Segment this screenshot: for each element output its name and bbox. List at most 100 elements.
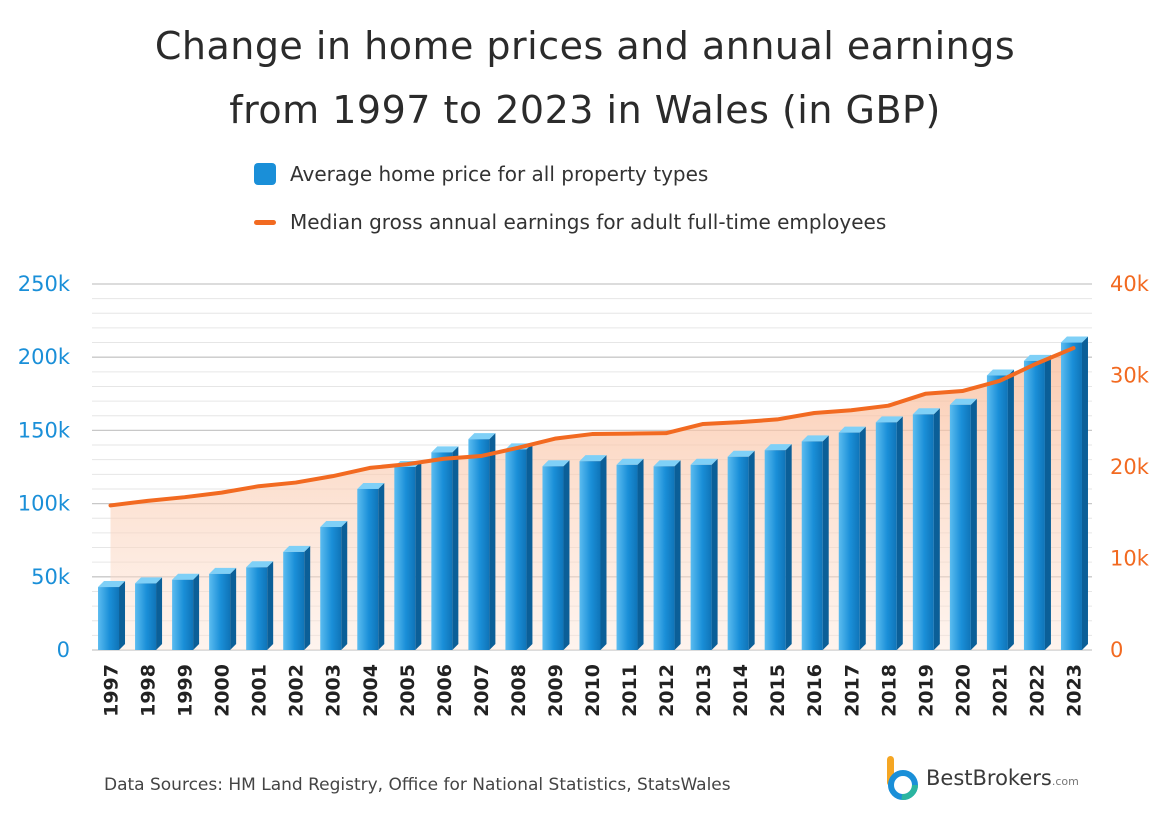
x-axis-tick-label: 2020: [952, 664, 974, 717]
bar-top: [209, 567, 237, 574]
bar-side: [859, 426, 866, 650]
bar: [246, 561, 274, 650]
left-axis-tick-label: 250k: [18, 272, 71, 296]
bar-side: [156, 577, 163, 650]
bar-side: [193, 573, 200, 650]
bar: [1023, 354, 1051, 650]
bar-side: [748, 450, 755, 650]
bar: [468, 433, 496, 650]
brand-name-text: BestBrokers: [926, 766, 1052, 790]
right-axis-tick-label: 0: [1110, 638, 1123, 662]
bar-side: [119, 581, 126, 650]
bar-side: [637, 458, 644, 650]
bar-face: [468, 439, 490, 650]
bar: [357, 482, 385, 650]
bar: [690, 458, 718, 650]
bar: [394, 461, 422, 650]
bar-side: [896, 416, 903, 650]
x-axis-tick-label: 2003: [323, 664, 345, 717]
bar: [542, 460, 570, 650]
legend-item-earnings: Median gross annual earnings for adult f…: [254, 210, 886, 234]
left-axis-tick-label: 50k: [31, 565, 71, 589]
bar-face: [1023, 360, 1045, 650]
bars: [98, 336, 1088, 650]
bar-face: [246, 567, 268, 650]
bar: [875, 416, 903, 650]
bar-face: [875, 422, 897, 650]
x-axis-tick-label: 2015: [767, 664, 789, 717]
bar-side: [267, 561, 274, 650]
legend-label-home-price: Average home price for all property type…: [290, 162, 709, 186]
legend-swatch-bar: [254, 163, 276, 185]
x-axis-tick-label: 2014: [730, 664, 752, 717]
x-axis-tick-label: 2013: [693, 664, 715, 717]
bar-side: [341, 521, 348, 650]
x-axis-tick-label: 2018: [878, 664, 900, 717]
x-axis-tick-label: 2009: [545, 664, 567, 717]
bar-side: [822, 435, 829, 650]
bar-side: [378, 482, 385, 650]
bar-top: [98, 581, 126, 588]
bar-face: [135, 583, 157, 650]
x-axis-tick-label: 2017: [841, 664, 863, 717]
x-axis-tick-label: 2007: [471, 664, 493, 717]
bar-side: [970, 398, 977, 650]
bar-face: [394, 467, 416, 650]
right-axis-tick-label: 40k: [1110, 272, 1150, 296]
bar: [320, 521, 348, 650]
bar-face: [690, 464, 712, 650]
bar: [1060, 336, 1088, 650]
bar-top: [172, 573, 200, 580]
chart-title: Change in home prices and annual earning…: [0, 14, 1170, 142]
bar-face: [579, 461, 601, 650]
bar-top: [320, 521, 348, 528]
bar: [283, 545, 311, 650]
bar-top: [357, 482, 385, 489]
bar-side: [674, 460, 681, 650]
bar-face: [653, 466, 675, 650]
chart-title-line-2: from 1997 to 2023 in Wales (in GBP): [229, 88, 941, 132]
bar-face: [912, 414, 934, 650]
left-axis-tick-label: 0: [57, 638, 70, 662]
bar-side: [415, 461, 422, 650]
bar-side: [304, 545, 311, 650]
bar: [801, 435, 829, 650]
bar-top: [135, 577, 163, 584]
bar-face: [1060, 342, 1082, 650]
bar-side: [452, 446, 459, 650]
bar-top: [690, 458, 718, 465]
bar: [764, 444, 792, 650]
legend-swatch-line: [254, 219, 276, 225]
bar-top: [653, 460, 681, 467]
x-axis-tick-label: 2005: [397, 664, 419, 717]
bar-face: [801, 441, 823, 650]
x-axis-tick-label: 2000: [212, 664, 234, 717]
left-axis-tick-label: 200k: [18, 345, 71, 369]
bar-top: [468, 433, 496, 440]
bar: [912, 408, 940, 650]
x-axis-tick-label: 2022: [1026, 664, 1048, 717]
bar-face: [616, 464, 638, 650]
bar-top: [1060, 336, 1088, 343]
x-axis-tick-label: 2006: [434, 664, 456, 717]
brand-logo: BestBrokers.com: [884, 754, 1079, 802]
bar-top: [283, 545, 311, 552]
bar: [986, 369, 1014, 650]
x-axis-tick-label: 2011: [619, 664, 641, 717]
bar-face: [505, 449, 527, 650]
bar-side: [1081, 336, 1088, 650]
bar: [505, 443, 533, 650]
axes: 0 50k 100k 150k 200k 250k 0 10k 20k 30k 40k 1997 199…: [18, 272, 1150, 717]
x-axis-tick-label: 2008: [508, 664, 530, 717]
bar-side: [489, 433, 496, 650]
bar-side: [600, 455, 607, 650]
earnings-line: [108, 346, 1076, 508]
legend-label-earnings: Median gross annual earnings for adult f…: [290, 210, 887, 234]
x-axis-tick-label: 2002: [286, 664, 308, 717]
bar-face: [320, 527, 342, 650]
legend-item-home-price: Average home price for all property type…: [254, 162, 708, 186]
bar: [431, 446, 459, 650]
bar-top: [838, 426, 866, 433]
bar-side: [1044, 354, 1051, 650]
